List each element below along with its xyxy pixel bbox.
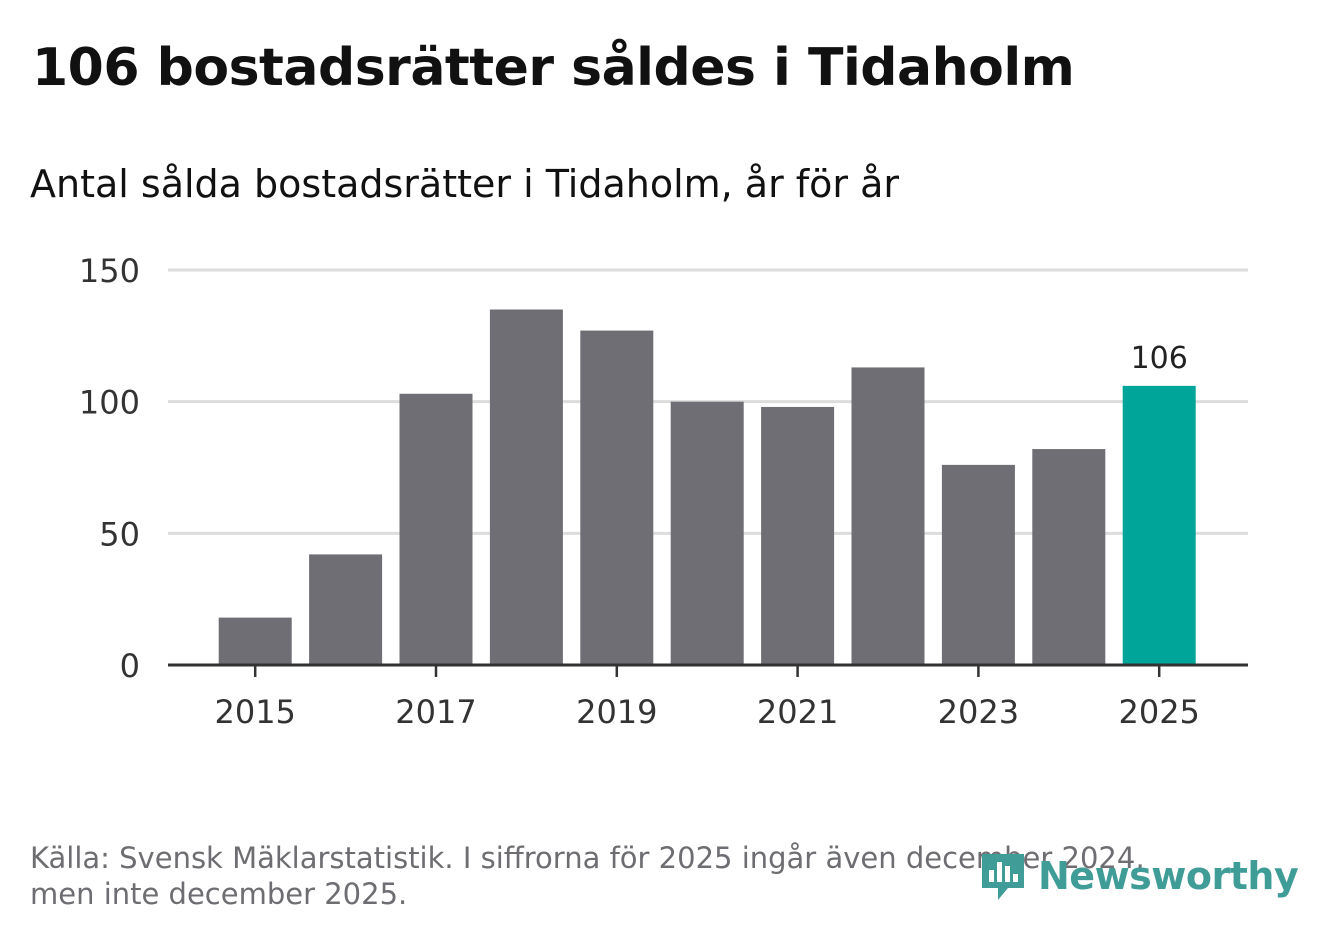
x-tick-label-2021: 2021 xyxy=(757,693,838,731)
bar-2015 xyxy=(218,617,292,665)
labels: 0 50 100 150 106 2015 2017 2019 2021 2023 2025 xyxy=(79,252,1200,731)
x-tick-label-2023: 2023 xyxy=(938,693,1019,731)
bar-2023 xyxy=(941,464,1015,665)
source-line-2: men inte december 2025. xyxy=(30,877,408,911)
bar-2020 xyxy=(670,401,744,665)
source-note: Källa: Svensk Mäklarstatistik. I siffror… xyxy=(30,840,1230,912)
axes xyxy=(168,663,1248,677)
bar-2016 xyxy=(309,554,383,665)
bars xyxy=(218,309,1196,665)
bar-2018 xyxy=(489,309,563,665)
y-tick-label-150: 150 xyxy=(79,252,140,290)
chart-title: 106 bostadsrätter såldes i Tidaholm xyxy=(32,38,1075,98)
x-tick-label-2025: 2025 xyxy=(1118,693,1199,731)
x-tick-label-2019: 2019 xyxy=(576,693,657,731)
y-tick-label-50: 50 xyxy=(99,515,140,553)
logo-text: Newsworthy xyxy=(1038,854,1299,898)
x-tick-label-2015: 2015 xyxy=(214,693,295,731)
bar-2019 xyxy=(580,330,654,665)
newsworthy-chart-bubble-icon xyxy=(982,854,1024,900)
bar-2024 xyxy=(1032,449,1106,665)
chart-subtitle: Antal sålda bostadsrätter i Tidaholm, år… xyxy=(30,162,900,206)
bar-2021 xyxy=(761,406,835,665)
bar-2017 xyxy=(399,393,473,665)
x-tick-label-2017: 2017 xyxy=(395,693,476,731)
newsworthy-logo: Newsworthy xyxy=(978,848,1299,904)
bar-chart: 0 50 100 150 106 2015 2017 2019 2021 2023 2025 xyxy=(79,252,1248,731)
source-line-1: Källa: Svensk Mäklarstatistik. I siffror… xyxy=(30,841,1145,875)
y-tick-label-0: 0 xyxy=(120,647,140,685)
bar-2025 xyxy=(1122,385,1196,665)
y-tick-label-100: 100 xyxy=(79,384,140,422)
bar-2022 xyxy=(851,367,925,665)
data-label-2025: 106 xyxy=(1131,341,1188,376)
